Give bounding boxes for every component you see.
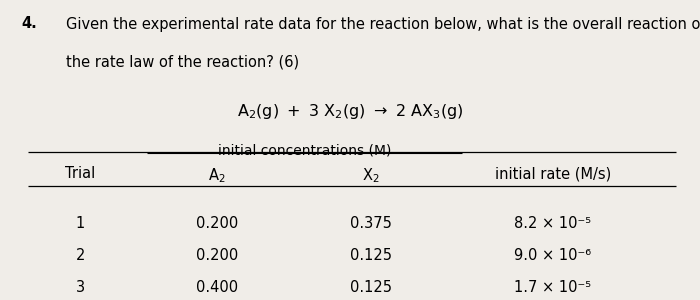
Text: $\mathrm{A_2(g)\ +\ 3\ X_2(g)\ \rightarrow\ 2\ AX_3(g)}$: $\mathrm{A_2(g)\ +\ 3\ X_2(g)\ \rightarr… [237, 102, 463, 121]
Text: Given the experimental rate data for the reaction below, what is the overall rea: Given the experimental rate data for the… [66, 16, 700, 32]
Text: 0.200: 0.200 [196, 248, 238, 262]
Text: 0.125: 0.125 [350, 280, 392, 296]
Text: 0.400: 0.400 [196, 280, 238, 296]
Text: 1: 1 [76, 216, 85, 231]
Text: 8.2 × 10⁻⁵: 8.2 × 10⁻⁵ [514, 216, 592, 231]
Text: $\mathrm{X_2}$: $\mathrm{X_2}$ [362, 167, 380, 185]
Text: 1.7 × 10⁻⁵: 1.7 × 10⁻⁵ [514, 280, 592, 296]
Text: 4.: 4. [21, 16, 36, 32]
Text: 0.375: 0.375 [350, 216, 392, 231]
Text: Trial: Trial [65, 167, 96, 182]
Text: initial rate (M/s): initial rate (M/s) [495, 167, 611, 182]
Text: 2: 2 [76, 248, 85, 262]
Text: $\mathrm{A_2}$: $\mathrm{A_2}$ [208, 167, 226, 185]
Text: initial concentrations (M): initial concentrations (M) [218, 144, 391, 158]
Text: 0.200: 0.200 [196, 216, 238, 231]
Text: 0.125: 0.125 [350, 248, 392, 262]
Text: the rate law of the reaction? (6): the rate law of the reaction? (6) [66, 54, 300, 69]
Text: 3: 3 [76, 280, 85, 296]
Text: 9.0 × 10⁻⁶: 9.0 × 10⁻⁶ [514, 248, 592, 262]
